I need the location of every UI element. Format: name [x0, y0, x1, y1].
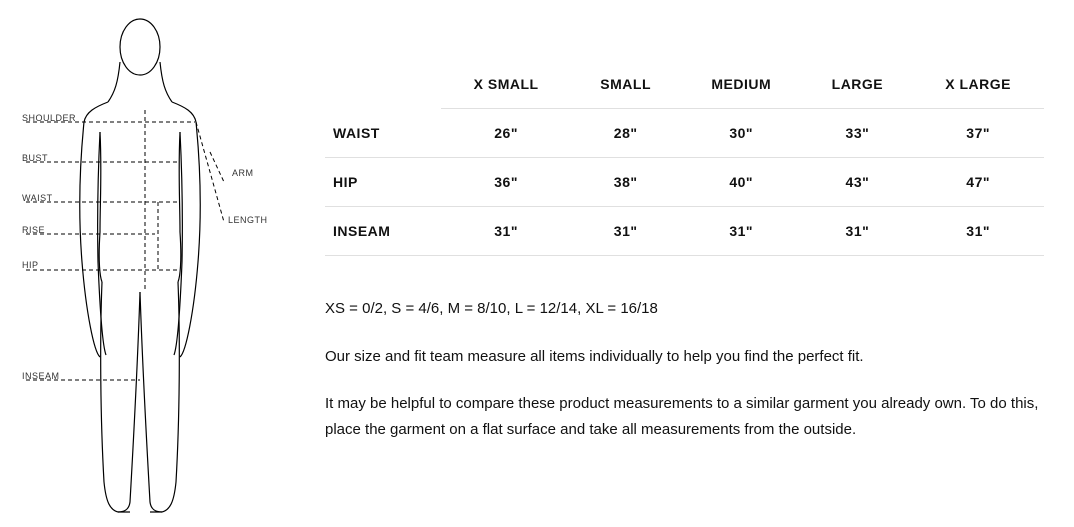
cell: 26" — [441, 109, 571, 158]
table-header-row: X SMALL SMALL MEDIUM LARGE X LARGE — [325, 60, 1044, 109]
cell: 31" — [802, 207, 912, 256]
table-header-xl: X LARGE — [912, 60, 1044, 109]
description-p2: It may be helpful to compare these produ… — [325, 391, 1044, 442]
table-header-xs: X SMALL — [441, 60, 571, 109]
row-label: INSEAM — [325, 207, 441, 256]
cell: 30" — [680, 109, 803, 158]
cell: 28" — [571, 109, 680, 158]
cell: 31" — [571, 207, 680, 256]
size-guide-container: SHOULDER BUST WAIST RISE HIP INSEAM ARM … — [0, 0, 1074, 525]
label-arm: ARM — [232, 168, 254, 178]
label-waist: WAIST — [22, 193, 53, 203]
table-row: WAIST 26" 28" 30" 33" 37" — [325, 109, 1044, 158]
label-hip: HIP — [22, 260, 39, 270]
cell: 38" — [571, 158, 680, 207]
cell: 40" — [680, 158, 803, 207]
description-p1: Our size and fit team measure all items … — [325, 344, 1044, 370]
cell: 47" — [912, 158, 1044, 207]
table-row: INSEAM 31" 31" 31" 31" 31" — [325, 207, 1044, 256]
cell: 37" — [912, 109, 1044, 158]
table-row: HIP 36" 38" 40" 43" 47" — [325, 158, 1044, 207]
cell: 31" — [441, 207, 571, 256]
cell: 36" — [441, 158, 571, 207]
label-length: LENGTH — [228, 215, 268, 225]
cell: 33" — [802, 109, 912, 158]
label-inseam: INSEAM — [22, 371, 60, 381]
cell: 43" — [802, 158, 912, 207]
cell: 31" — [912, 207, 1044, 256]
cell: 31" — [680, 207, 803, 256]
table-header-m: MEDIUM — [680, 60, 803, 109]
row-label: HIP — [325, 158, 441, 207]
body-figure-icon — [0, 12, 290, 527]
table-header-l: LARGE — [802, 60, 912, 109]
table-header-blank — [325, 60, 441, 109]
size-table: X SMALL SMALL MEDIUM LARGE X LARGE WAIST… — [325, 60, 1044, 256]
label-rise: RISE — [22, 225, 45, 235]
label-shoulder: SHOULDER — [22, 113, 76, 123]
body-diagram-column: SHOULDER BUST WAIST RISE HIP INSEAM ARM … — [0, 0, 300, 525]
size-mapping-text: XS = 0/2, S = 4/6, M = 8/10, L = 12/14, … — [325, 296, 1044, 322]
table-header-s: SMALL — [571, 60, 680, 109]
content-column: X SMALL SMALL MEDIUM LARGE X LARGE WAIST… — [300, 0, 1074, 525]
label-bust: BUST — [22, 153, 48, 163]
row-label: WAIST — [325, 109, 441, 158]
